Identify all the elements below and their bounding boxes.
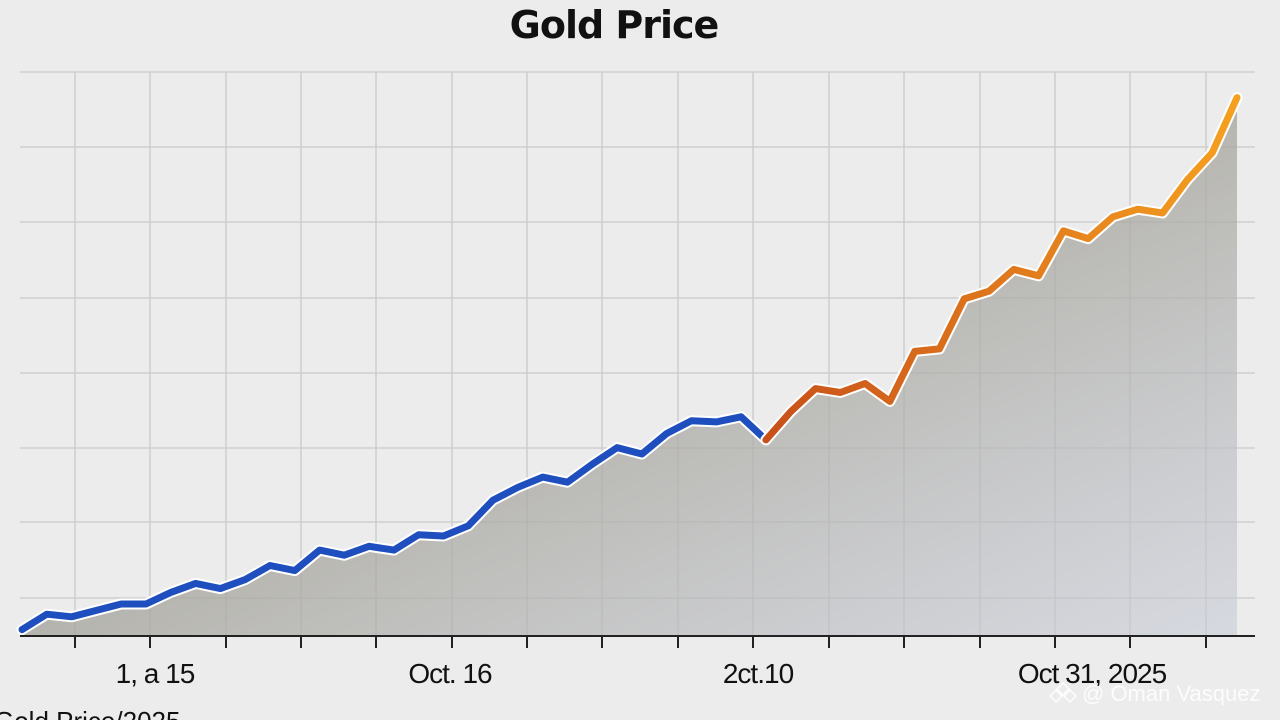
area-fill xyxy=(22,97,1237,637)
area-shape xyxy=(22,97,1237,637)
series-line-1 xyxy=(18,413,770,634)
watermark-logo-icon xyxy=(1048,681,1078,704)
watermark: @ Oman Vasquez xyxy=(1048,681,1260,706)
x-tick-label-4: Oct 31, 2025 xyxy=(1018,658,1167,689)
bottom-caption: Gold Price/2025 xyxy=(0,706,180,720)
x-tick-label-1: 1, a 15 xyxy=(116,658,195,689)
chart-title: Gold Price xyxy=(510,3,719,47)
x-axis xyxy=(20,635,1255,648)
x-tick-label-2: Oct. 16 xyxy=(408,658,492,689)
x-tick-label-3: 2ct.10 xyxy=(723,658,794,689)
series-lines xyxy=(16,92,1243,636)
watermark-text: @ Oman Vasquez xyxy=(1082,681,1260,706)
series-line-2 xyxy=(762,94,1241,444)
